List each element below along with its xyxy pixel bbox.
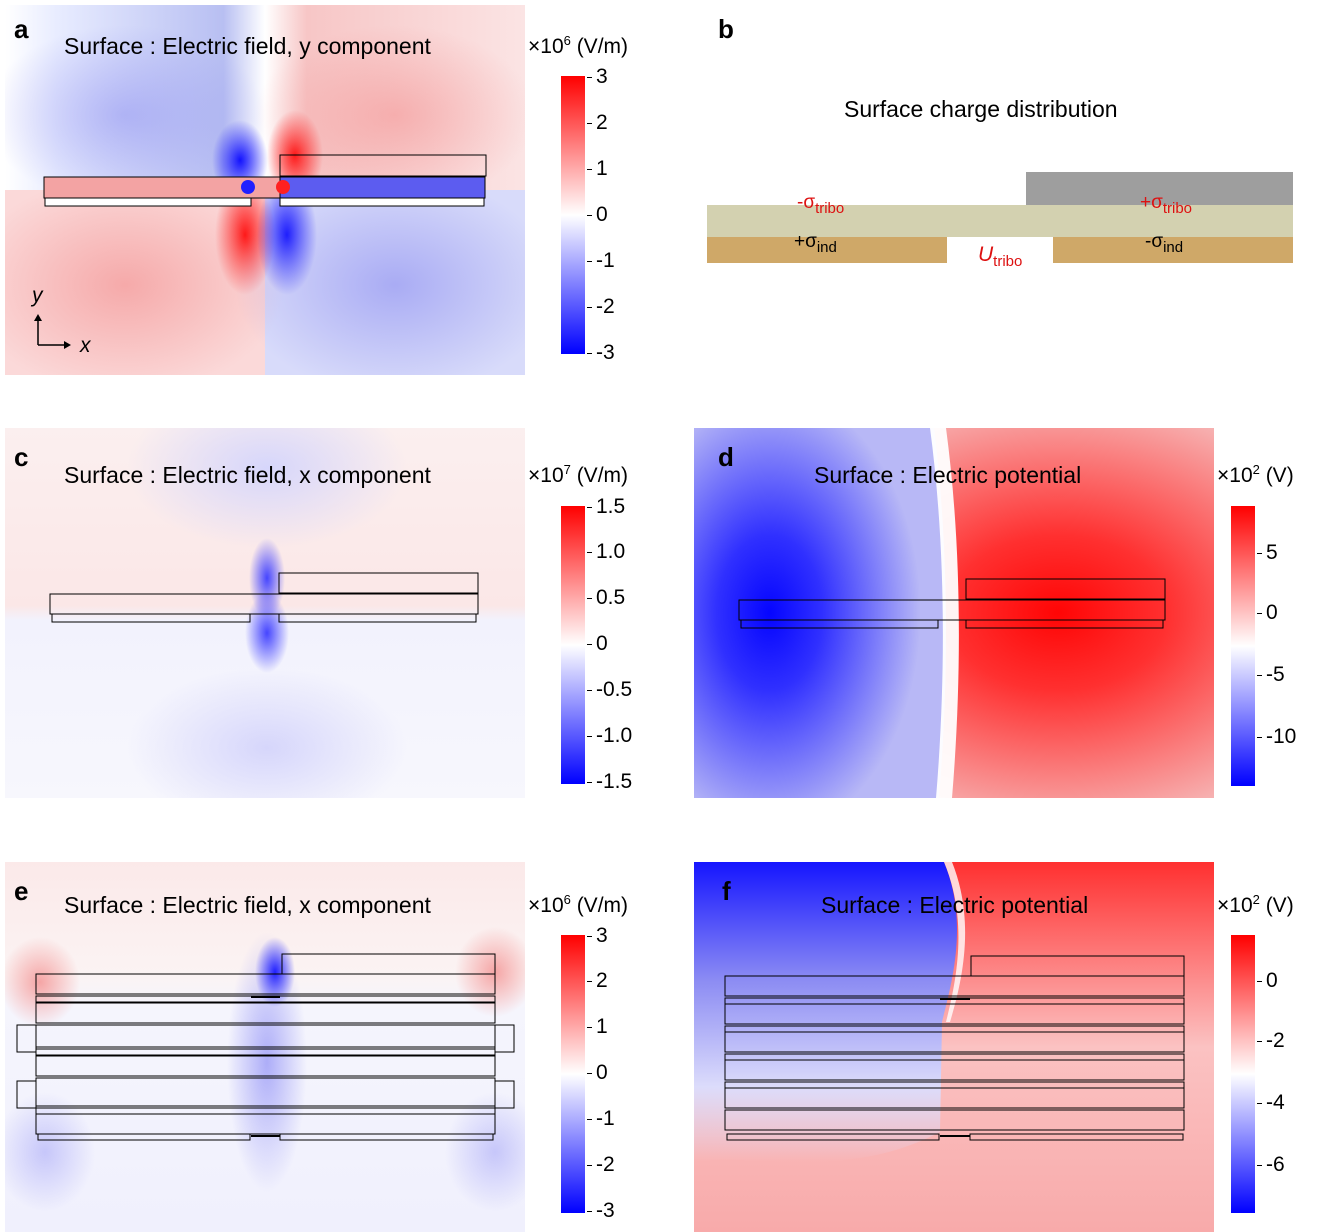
colorbar-d-unit: ×102 (V) (1217, 462, 1294, 487)
panel-d-letter: d (718, 442, 734, 472)
u-tribo-label: Utribo (978, 243, 1023, 270)
neg-ind-charge: -σind (1145, 231, 1184, 256)
colorbar-c-tick: 0.5 (587, 587, 625, 609)
colorbar-f (1231, 935, 1255, 1213)
colorbar-a (561, 76, 585, 354)
top-electrode (1026, 172, 1293, 205)
colorbar-a-tick: 3 (587, 66, 608, 88)
colorbar-e-tick: -3 (587, 1200, 615, 1222)
colorbar-c-tick: -0.5 (587, 679, 632, 701)
colorbar-c-tick: 1.0 (587, 541, 625, 563)
panel-a-title: Surface : Electric field, y component (64, 33, 431, 59)
colorbar-f-tick: -2 (1257, 1030, 1285, 1052)
colorbar-a-tick: 0 (587, 204, 608, 226)
colorbar-e-tick: 3 (587, 925, 608, 947)
panel-a-field-map (5, 5, 525, 375)
colorbar-c (561, 506, 585, 784)
colorbar-d-tick: -5 (1257, 664, 1285, 686)
panel-e-field-map (5, 862, 525, 1232)
colorbar-f-tick: -4 (1257, 1092, 1285, 1114)
colorbar-f-unit: ×102 (V) (1217, 892, 1294, 917)
colorbar-d-tick: 5 (1257, 542, 1278, 564)
colorbar-c-tick: -1.5 (587, 771, 632, 793)
colorbar-a-tick: -3 (587, 342, 615, 364)
panel-c-letter: c (14, 442, 29, 472)
colorbar-f-tick: -6 (1257, 1154, 1285, 1176)
axis-y-label: y (32, 284, 43, 307)
colorbar-e-tick: 2 (587, 970, 608, 992)
colorbar-c-tick: -1.0 (587, 725, 632, 747)
panel-f-title: Surface : Electric potential (821, 892, 1089, 918)
colorbar-e-tick: 0 (587, 1062, 608, 1084)
panel-c-field-map (5, 428, 525, 798)
panel-f-letter: f (722, 876, 731, 906)
colorbar-c-unit: ×107 (V/m) (528, 462, 629, 487)
colorbar-e-tick: -2 (587, 1154, 615, 1176)
pos-ind-charge: +σind (794, 231, 837, 256)
colorbar-a-tick: -1 (587, 250, 615, 272)
panel-c-title: Surface : Electric field, x component (64, 462, 431, 488)
panel-b-title: Surface charge distribution (844, 96, 1118, 122)
colorbar-c-tick: 1.5 (587, 496, 625, 518)
colorbar-c-tick: 0 (587, 633, 608, 655)
colorbar-e-tick: -1 (587, 1108, 615, 1130)
panel-b-letter: b (718, 14, 734, 44)
panel-e-letter: e (14, 876, 29, 906)
panel-f-potential-map (694, 862, 1214, 1232)
neg-tribo-charge: -σtribo (797, 192, 845, 217)
colorbar-d (1231, 506, 1255, 786)
colorbar-d-tick: -10 (1257, 726, 1296, 748)
panel-a-letter: a (14, 14, 29, 44)
colorbar-a-tick: -2 (587, 296, 615, 318)
pos-tribo-charge: +σtribo (1140, 192, 1193, 217)
tribo-layer (707, 205, 1293, 237)
colorbar-f-tick: 0 (1257, 970, 1278, 992)
axis-x-label: x (80, 334, 91, 357)
panel-d-title: Surface : Electric potential (814, 462, 1082, 488)
colorbar-e-tick: 1 (587, 1016, 608, 1038)
colorbar-d-tick: 0 (1257, 602, 1278, 624)
panel-d-potential-map (694, 428, 1214, 798)
panel-e-title: Surface : Electric field, x component (64, 892, 431, 918)
right-electrode (1053, 237, 1293, 263)
left-electrode (707, 237, 947, 263)
colorbar-e (561, 935, 585, 1213)
colorbar-a-tick: 1 (587, 158, 608, 180)
colorbar-a-tick: 2 (587, 112, 608, 134)
colorbar-e-unit: ×106 (V/m) (528, 892, 629, 917)
colorbar-a-unit: ×106 (V/m) (528, 33, 629, 58)
